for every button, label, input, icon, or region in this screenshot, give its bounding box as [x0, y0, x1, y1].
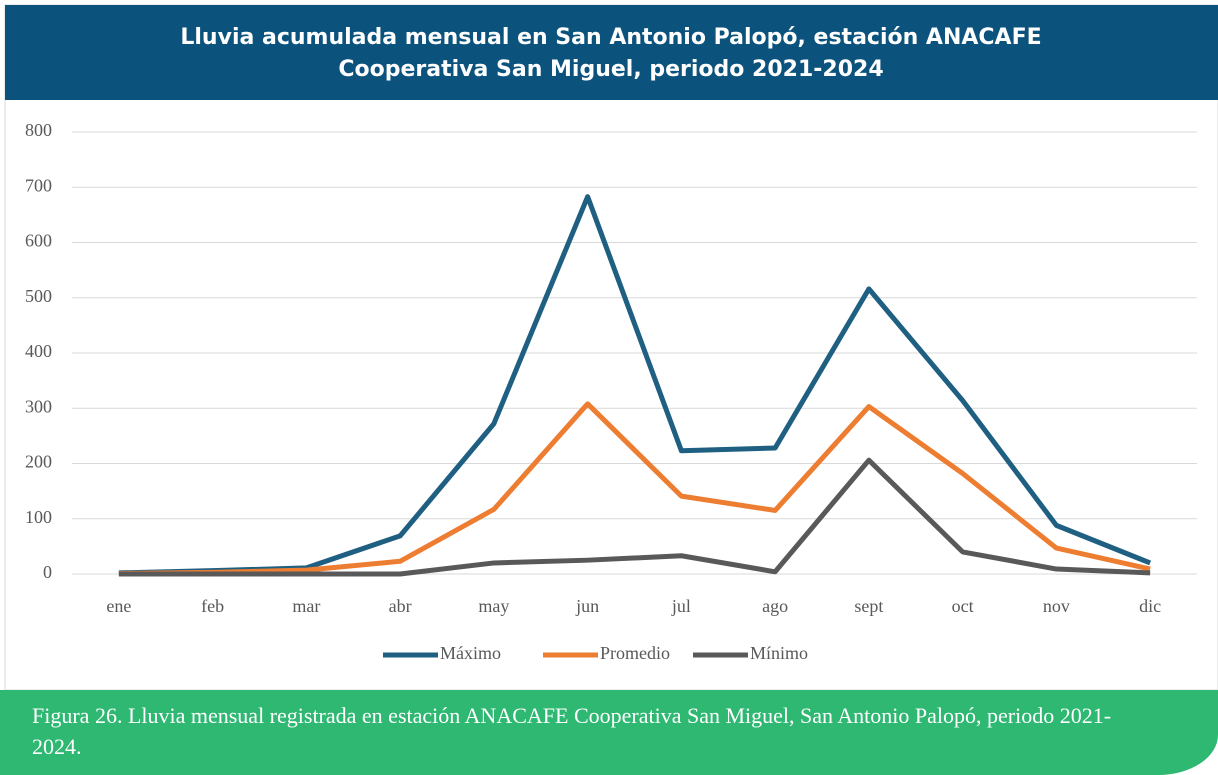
- y-tick-label: 400: [25, 341, 52, 361]
- y-tick-label: 500: [25, 286, 52, 306]
- x-tick-label: jun: [575, 596, 599, 616]
- title-band: [5, 5, 1218, 100]
- x-tick-label: abr: [389, 596, 412, 616]
- x-tick-label: dic: [1139, 596, 1161, 616]
- x-tick-label: sept: [854, 596, 883, 616]
- y-tick-label: 200: [25, 452, 52, 472]
- chart: Lluvia acumulada mensual en San Antonio …: [4, 4, 1218, 691]
- y-tick-label: 700: [25, 175, 52, 195]
- chart-title: Cooperativa San Miguel, periodo 2021-202…: [338, 57, 883, 82]
- x-tick-label: ago: [762, 596, 788, 616]
- y-tick-label: 300: [25, 396, 52, 416]
- x-tick-label: oct: [952, 596, 974, 616]
- series-line: [118, 457, 1151, 577]
- x-tick-label: jul: [671, 596, 691, 616]
- caption: Figura 26. Lluvia mensual registrada en …: [0, 690, 1218, 775]
- x-tick-label: ene: [106, 596, 131, 616]
- series-line: [118, 401, 1151, 576]
- y-tick-label: 0: [43, 562, 52, 582]
- x-tick-label: may: [478, 596, 509, 616]
- x-tick-label: nov: [1043, 596, 1070, 616]
- legend-label: Mínimo: [750, 643, 808, 663]
- chart-frame: [4, 4, 1218, 691]
- x-tick-label: feb: [201, 596, 224, 616]
- y-tick-label: 100: [25, 507, 52, 527]
- y-tick-label: 800: [25, 120, 52, 140]
- chart-title: Lluvia acumulada mensual en San Antonio …: [180, 25, 1041, 50]
- legend-label: Máximo: [440, 643, 501, 663]
- y-tick-label: 600: [25, 231, 52, 251]
- x-tick-label: mar: [292, 596, 320, 616]
- legend-label: Promedio: [600, 643, 670, 663]
